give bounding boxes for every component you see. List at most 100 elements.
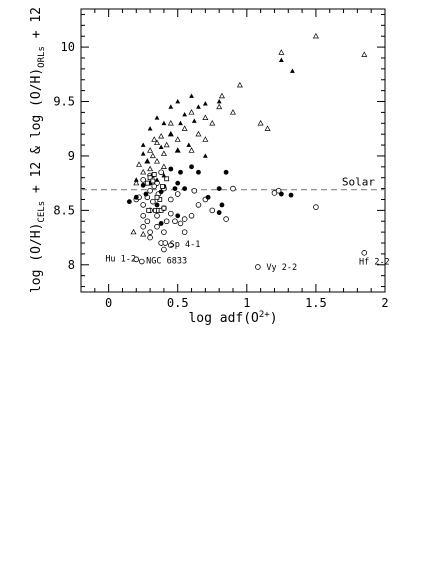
annotation-label: Hu 1-2 [105, 254, 136, 264]
filled-triangle-point [191, 118, 197, 123]
filled-circle-point [133, 194, 139, 200]
filled-triangle-point [133, 177, 139, 182]
open-triangle-point [202, 114, 209, 120]
filled-triangle-point [140, 151, 146, 156]
open-square-point [150, 178, 156, 184]
x-axis-title-end: ) [270, 311, 278, 326]
filled-circle-point [178, 169, 183, 175]
y-axis-title-p2: + 12 & log (O/H) [29, 68, 44, 201]
y-tick-label: 9 [68, 149, 75, 163]
x-tick-label: 1 [243, 296, 250, 310]
open-triangle-point [195, 130, 202, 137]
open-triangle-point [160, 150, 167, 156]
filled-circle-point [216, 186, 222, 191]
open-circle-point [144, 218, 151, 225]
open-circle-point [151, 183, 158, 190]
open-circle-point [275, 187, 282, 194]
open-circle-point [209, 207, 216, 214]
filled-circle-point [140, 182, 146, 188]
filled-triangle-point [182, 111, 188, 117]
open-square-point [160, 184, 165, 189]
y-tick-label: 8 [68, 258, 75, 272]
open-circle-point [168, 210, 174, 217]
annotations: Hu 1-2 NGC 6833 Sp 4-1 Vy 2-2 Hf 2-2 [105, 240, 389, 273]
x-tick-label: 2 [381, 296, 388, 310]
open-triangle-point [130, 228, 137, 235]
open-circle-point [161, 229, 167, 235]
open-square-point [144, 180, 150, 186]
filled-triangle-point [154, 115, 160, 120]
open-triangle-point [188, 109, 195, 115]
open-circle-point [147, 234, 153, 241]
open-circle-point [188, 213, 195, 219]
open-circle-point [163, 218, 170, 225]
filled-circle-point [196, 169, 201, 175]
open-triangle-point [151, 136, 158, 142]
filled-triangle-point [216, 98, 222, 104]
open-triangle-point [160, 163, 167, 169]
open-triangle-point [174, 136, 181, 142]
open-triangle-point [140, 230, 147, 237]
filled-triangle-point [154, 177, 160, 182]
filled-triangle-point [196, 104, 201, 109]
open-circle-point [140, 213, 146, 219]
open-circle-point [195, 202, 202, 208]
x-axis-title-sup: 2+ [259, 310, 270, 320]
y-axis-title-p3: + 12 [29, 7, 44, 46]
open-triangle-point [230, 109, 236, 115]
open-circle-point [147, 187, 153, 194]
y-axis-title-s2: ORLs [37, 46, 47, 68]
annotation-label: Vy 2-2 [266, 263, 297, 273]
tick-labels: 0 0.5 1 1.5 2 8 8.5 9 9.5 10 [53, 40, 388, 310]
annotation-label: NGC 6833 [146, 256, 187, 266]
filled-triangle-point [202, 153, 208, 158]
filled-circle-point [175, 213, 181, 219]
open-circle-point [168, 196, 174, 203]
open-circle-point [154, 213, 160, 219]
filled-circle-point [175, 180, 181, 186]
open-triangle-point [136, 161, 143, 167]
filled-triangle-point [161, 120, 167, 126]
filled-triangle-point [168, 131, 174, 136]
solar-label: Solar [342, 176, 375, 189]
filled-triangle-point [168, 104, 174, 109]
data-points [126, 32, 368, 270]
open-triangle-point [154, 139, 160, 146]
filled-triangle-point [178, 120, 183, 126]
open-circle-point [154, 223, 160, 230]
filled-circle-point [158, 221, 164, 226]
open-circle-point [140, 177, 146, 183]
open-circle-point [174, 191, 181, 197]
open-square-point [146, 207, 152, 213]
open-circle-point [181, 229, 188, 235]
open-circle-point [191, 187, 198, 194]
y-axis-title-s1: CELs [37, 201, 47, 223]
open-circle-point [139, 258, 145, 265]
filled-circle-point [288, 192, 294, 198]
open-circle-point [147, 229, 153, 235]
open-circle-point [162, 240, 169, 246]
x-tick-label: 1.5 [305, 296, 327, 310]
open-triangle-point [133, 179, 140, 186]
filled-triangle-point [202, 101, 208, 106]
filled-triangle-point [175, 147, 181, 153]
x-tick-label: 0 [105, 296, 112, 310]
filled-triangle-point [140, 142, 146, 147]
filled-triangle-point [161, 172, 167, 178]
open-circle-point [150, 198, 156, 205]
filled-triangle-point [189, 93, 194, 98]
y-tick-label: 10 [61, 40, 75, 54]
open-square-point [164, 176, 170, 182]
open-triangle-point [257, 119, 264, 126]
open-circle-point [181, 216, 188, 222]
plot-frame [80, 8, 386, 293]
filled-circle-point [158, 189, 164, 195]
x-axis-title: log adf(O2+) [188, 310, 277, 326]
filled-circle-point [189, 164, 194, 170]
open-triangle-point [278, 49, 285, 55]
axis-ticks [81, 9, 386, 292]
open-square-point [147, 175, 153, 181]
annotation-label: Hf 2-2 [359, 258, 390, 268]
open-circle-point [140, 202, 146, 208]
